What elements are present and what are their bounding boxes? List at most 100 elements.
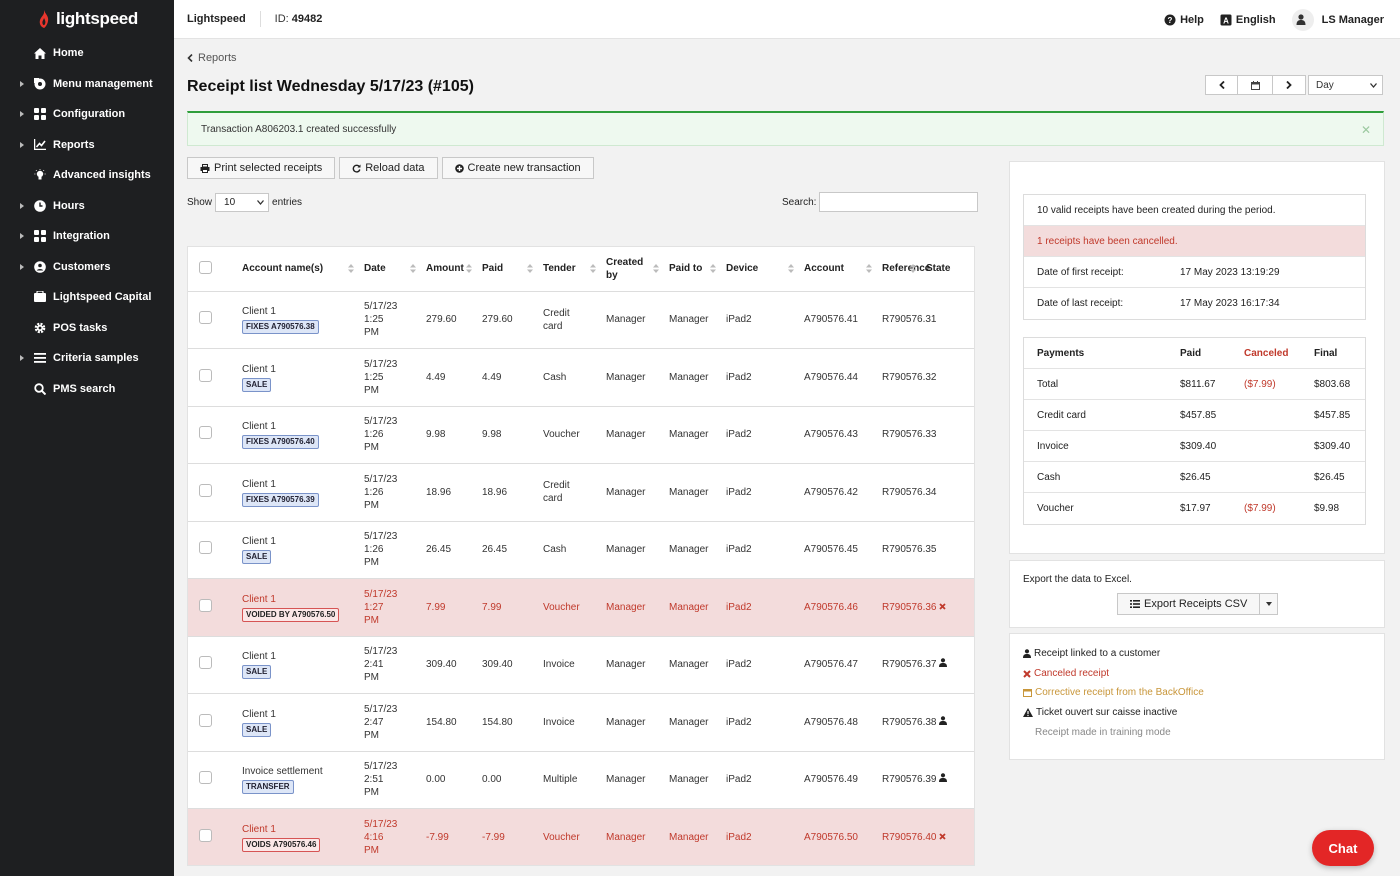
account-name[interactable]: Client 1 xyxy=(242,593,276,605)
account-name[interactable]: Client 1 xyxy=(242,478,276,490)
caret-right-icon[interactable] xyxy=(20,141,24,148)
create-transaction-button[interactable]: Create new transaction xyxy=(441,157,594,179)
sort-icon[interactable] xyxy=(527,264,533,276)
table-row[interactable]: Client 1 SALE 5/17/23 1:25 PM 4.49 4.49 Cash Man… xyxy=(188,348,974,407)
table-row[interactable]: Client 1 SALE 5/17/23 2:41 PM 309.40 309.40 Inv… xyxy=(188,636,974,694)
account-name[interactable]: Client 1 xyxy=(242,306,276,318)
table-row[interactable]: Client 1 SALE 5/17/23 2:47 PM 154.80 154.80 Inv… xyxy=(188,693,974,752)
row-checkbox[interactable] xyxy=(199,311,212,325)
column-header-state[interactable]: State xyxy=(921,247,974,292)
column-header-tender[interactable]: Tender xyxy=(538,247,601,292)
account-name[interactable]: Client 1 xyxy=(242,363,276,375)
sidebar-item-home[interactable]: Home xyxy=(0,38,174,69)
sort-icon[interactable] xyxy=(653,264,659,276)
column-header-account-name-s[interactable]: Account name(s) xyxy=(237,247,359,292)
sort-icon[interactable] xyxy=(348,264,354,276)
chat-button[interactable]: Chat xyxy=(1312,830,1374,866)
help-link[interactable]: ? Help xyxy=(1164,14,1204,26)
caret-right-icon[interactable] xyxy=(20,233,24,240)
row-checkbox[interactable] xyxy=(199,541,212,555)
entries-select[interactable]: 10 xyxy=(215,193,270,212)
caret-right-icon[interactable] xyxy=(20,111,24,118)
row-checkbox[interactable] xyxy=(199,598,212,612)
account-name-cell[interactable]: Invoice settlement TRANSFER xyxy=(237,751,359,809)
calendar-button[interactable] xyxy=(1238,75,1273,95)
sort-icon[interactable] xyxy=(788,264,794,276)
breadcrumb-reports[interactable]: Reports xyxy=(198,52,237,64)
sort-icon[interactable] xyxy=(910,264,916,276)
sidebar-item-pos-tasks[interactable]: POS tasks xyxy=(0,313,174,344)
account-name[interactable]: Client 1 xyxy=(242,823,276,835)
caret-right-icon[interactable] xyxy=(20,80,24,87)
column-header-paid[interactable]: Paid xyxy=(477,247,538,292)
table-row[interactable]: Client 1 FIXES A790576.40 5/17/23 1:26 PM 9.9… xyxy=(188,406,974,464)
row-checkbox[interactable] xyxy=(199,828,212,842)
table-row[interactable]: Client 1 FIXES A790576.39 5/17/23 1:26 PM 18.… xyxy=(188,463,974,522)
column-header-device[interactable]: Device xyxy=(721,247,799,292)
table-row[interactable]: Client 1 SALE 5/17/23 1:26 PM 26.45 26.45 Cash M… xyxy=(188,521,974,579)
reload-data-button[interactable]: Reload data xyxy=(339,157,438,179)
user-menu[interactable]: LS Manager xyxy=(1291,8,1384,31)
sidebar-item-reports[interactable]: Reports xyxy=(0,130,174,161)
table-row[interactable]: Invoice settlement TRANSFER 5/17/23 2:51 PM 0… xyxy=(188,751,974,809)
sidebar-item-advanced-insights[interactable]: Advanced insights xyxy=(0,160,174,191)
row-checkbox[interactable] xyxy=(199,483,212,497)
sort-icon[interactable] xyxy=(410,264,416,276)
language-selector[interactable]: A English xyxy=(1220,14,1276,26)
next-day-button[interactable] xyxy=(1273,75,1306,95)
close-icon[interactable]: ✕ xyxy=(1360,123,1371,137)
sidebar-item-pms-search[interactable]: PMS search xyxy=(0,374,174,405)
column-header-paid-to[interactable]: Paid to xyxy=(664,247,721,292)
lightspeed-logo[interactable]: lightspeed xyxy=(0,0,174,38)
export-csv-button[interactable]: Export Receipts CSV xyxy=(1117,593,1261,615)
account-name[interactable]: Client 1 xyxy=(242,708,276,720)
sort-icon[interactable] xyxy=(866,264,872,276)
search-input[interactable] xyxy=(819,192,979,212)
column-header-created-by[interactable]: Created by xyxy=(601,247,664,292)
account-name-cell[interactable]: Client 1 FIXES A790576.39 xyxy=(237,463,359,522)
column-header-date[interactable]: Date xyxy=(359,247,421,292)
account-name[interactable]: Client 1 xyxy=(242,651,276,663)
account-name-cell[interactable]: Client 1 VOIDS A790576.46 xyxy=(237,808,359,865)
column-header-account[interactable]: Account xyxy=(799,247,877,292)
caret-right-icon[interactable] xyxy=(20,263,24,270)
row-checkbox[interactable] xyxy=(199,656,212,670)
select-all-checkbox[interactable] xyxy=(199,260,212,274)
account-name[interactable]: Client 1 xyxy=(242,536,276,548)
sidebar-item-hours[interactable]: Hours xyxy=(0,191,174,222)
sort-icon[interactable] xyxy=(466,264,472,276)
column-header-amount[interactable]: Amount xyxy=(421,247,477,292)
breadcrumb[interactable]: Reports xyxy=(187,52,237,64)
sidebar-item-customers[interactable]: Customers xyxy=(0,252,174,283)
row-checkbox[interactable] xyxy=(199,426,212,440)
sidebar-item-menu-management[interactable]: Menu management xyxy=(0,69,174,100)
sidebar-item-configuration[interactable]: Configuration xyxy=(0,99,174,130)
previous-day-button[interactable] xyxy=(1205,75,1238,95)
sidebar-item-lightspeed-capital[interactable]: Lightspeed Capital xyxy=(0,282,174,313)
account-name-cell[interactable]: Client 1 FIXES A790576.38 xyxy=(237,291,359,349)
account-name-cell[interactable]: Client 1 SALE xyxy=(237,636,359,694)
account-name[interactable]: Invoice settlement xyxy=(242,766,323,778)
row-checkbox[interactable] xyxy=(199,771,212,785)
account-name-cell[interactable]: Client 1 SALE xyxy=(237,521,359,579)
account-name[interactable]: Client 1 xyxy=(242,421,276,433)
account-name-cell[interactable]: Client 1 SALE xyxy=(237,348,359,407)
account-name-cell[interactable]: Client 1 FIXES A790576.40 xyxy=(237,406,359,464)
account-name-cell[interactable]: Client 1 SALE xyxy=(237,693,359,752)
sort-icon[interactable] xyxy=(590,264,596,276)
caret-right-icon[interactable] xyxy=(20,355,24,362)
row-checkbox[interactable] xyxy=(199,368,212,382)
sidebar-item-integration[interactable]: Integration xyxy=(0,221,174,252)
table-row[interactable]: Client 1 VOIDED BY A790576.50 5/17/23 1:27 P… xyxy=(188,578,974,637)
period-select[interactable]: Day xyxy=(1308,75,1383,95)
caret-right-icon[interactable] xyxy=(20,202,24,209)
table-row[interactable]: Client 1 VOIDS A790576.46 5/17/23 4:16 PM -7.… xyxy=(188,808,974,865)
sidebar-item-criteria-samples[interactable]: Criteria samples xyxy=(0,343,174,374)
row-checkbox[interactable] xyxy=(199,713,212,727)
account-name-cell[interactable]: Client 1 VOIDED BY A790576.50 xyxy=(237,578,359,637)
table-row[interactable]: Client 1 FIXES A790576.38 5/17/23 1:25 PM 279… xyxy=(188,291,974,349)
sort-icon[interactable] xyxy=(710,264,716,276)
print-selected-button[interactable]: Print selected receipts xyxy=(187,157,336,179)
export-dropdown-toggle[interactable] xyxy=(1260,593,1279,615)
column-header-reference[interactable]: Reference xyxy=(877,247,930,292)
